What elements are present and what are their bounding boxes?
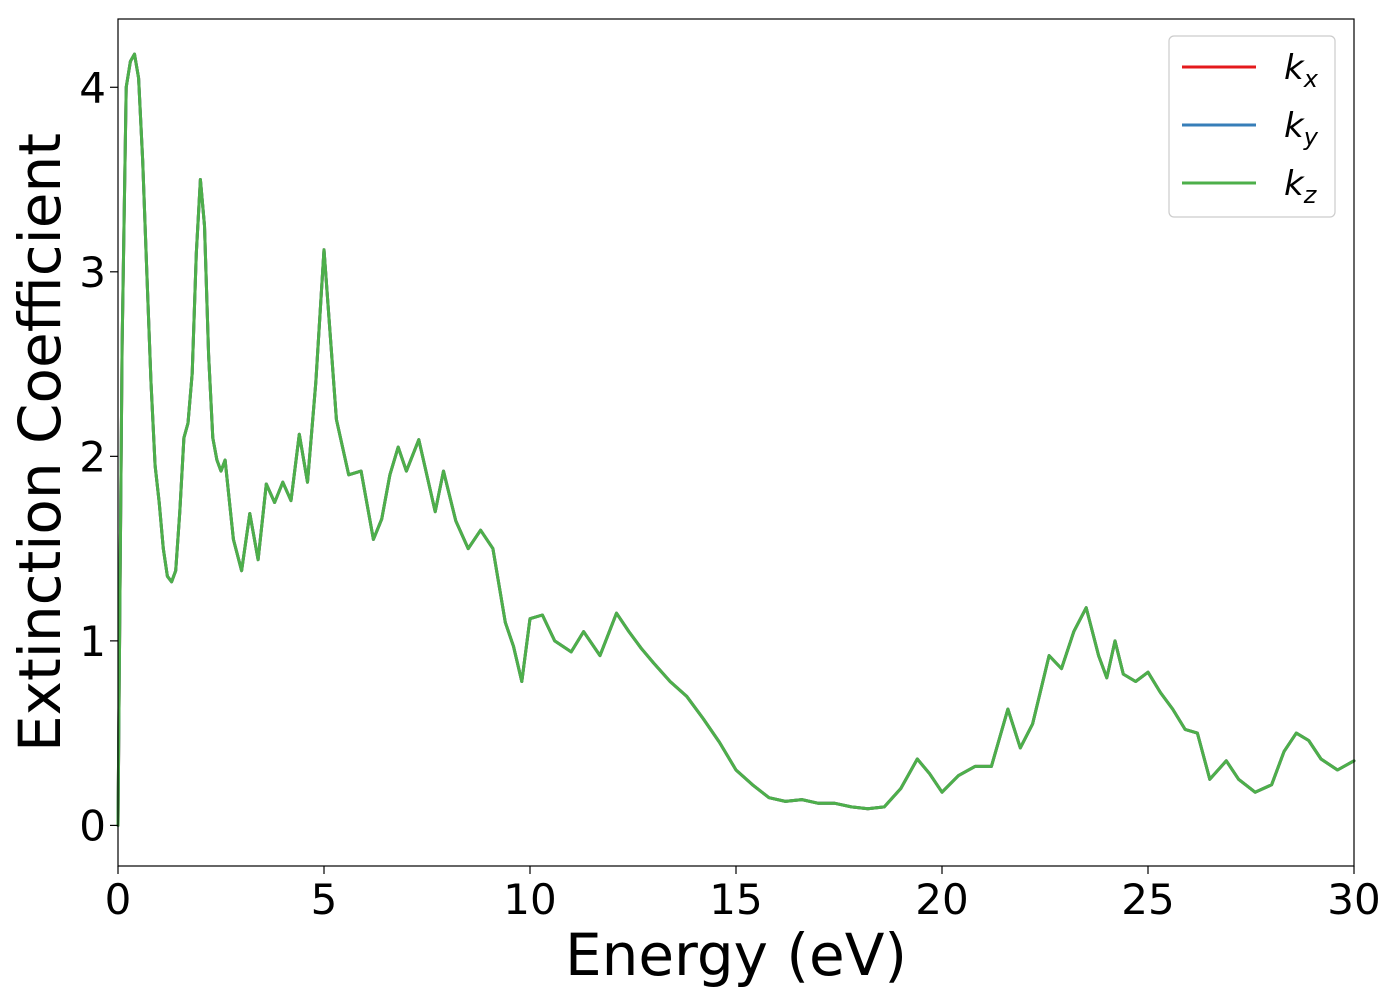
y-tick-label: 2 [79,432,106,481]
x-tick-label: 10 [503,875,556,924]
y-tick-label: 3 [79,248,106,297]
series-line-kz [116,52,1356,827]
x-tick-label: 30 [1327,875,1380,924]
legend-label-kz: kz [1284,164,1318,209]
x-tick-label: 25 [1121,875,1174,924]
x-tick-label: 0 [105,875,132,924]
y-axis-title: Extinction Coefficient [6,133,74,752]
x-axis-ticks: 0 5 10 15 20 25 30 [105,866,1381,924]
series-layer [116,52,1356,827]
x-axis-title: Energy (eV) [565,921,907,989]
y-tick-label: 0 [79,801,106,850]
y-axis-ticks: 0 1 2 3 4 [79,63,118,850]
x-tick-label: 20 [915,875,968,924]
y-tick-label: 1 [79,617,106,666]
legend: kx ky kz [1168,35,1336,218]
x-tick-label: 15 [709,875,762,924]
y-tick-label: 4 [79,63,106,112]
x-tick-label: 5 [311,875,338,924]
legend-label-ky: ky [1284,106,1319,151]
legend-label-kx: kx [1284,48,1319,93]
